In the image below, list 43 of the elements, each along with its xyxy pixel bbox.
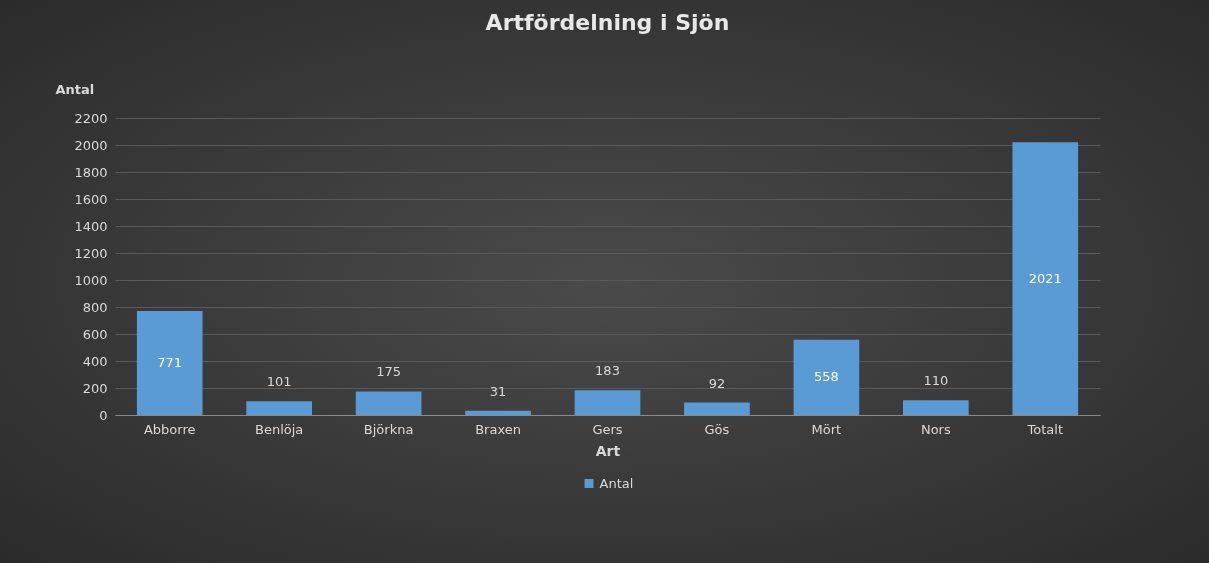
data-label: 92 [708, 375, 726, 391]
data-label: 558 [813, 369, 839, 385]
y-tick-label: 1200 [74, 245, 108, 261]
x-tick-label: Björkna [363, 421, 414, 437]
y-tick-label: 400 [82, 353, 108, 369]
bar [574, 390, 641, 415]
data-label: 771 [157, 354, 183, 370]
bar [684, 402, 750, 415]
legend-label: Antal [599, 475, 634, 491]
data-label: 2021 [1028, 270, 1062, 286]
data-label: 183 [595, 363, 620, 379]
chart-title: Artfördelning i Sjön [485, 10, 730, 35]
y-tick-label: 200 [82, 380, 108, 396]
data-label: 101 [266, 374, 292, 390]
y-tick-label: 0 [99, 407, 108, 423]
data-label: 175 [376, 364, 402, 380]
data-label: 31 [489, 383, 507, 399]
x-tick-label: Nors [920, 421, 951, 437]
x-tick-label: Braxen [475, 421, 521, 437]
x-tick-label: Abborre [143, 421, 196, 437]
y-tick-label: 800 [82, 299, 108, 315]
bar [465, 410, 531, 415]
y-tick-label: 1400 [74, 218, 108, 234]
y-tick-label: 600 [82, 326, 108, 342]
y-tick-label: 2200 [74, 110, 108, 126]
y-tick-label: 1000 [74, 272, 108, 288]
x-tick-label: Mört [811, 421, 842, 437]
x-tick-label: Totalt [1026, 421, 1064, 437]
bar [355, 391, 422, 415]
bar [903, 400, 969, 415]
x-axis-title: Art [595, 442, 621, 459]
data-label: 110 [923, 373, 949, 389]
x-tick-label: Gös [704, 421, 730, 437]
x-tick-label: Benlöja [255, 421, 304, 437]
y-tick-label: 1600 [74, 191, 108, 207]
bar [793, 339, 860, 415]
y-tick-label: 2000 [74, 137, 108, 153]
bar [1012, 142, 1079, 415]
x-tick-label: Gers [592, 421, 623, 437]
y-axis-title: Antal [55, 81, 95, 97]
bar [136, 310, 203, 415]
bar [246, 401, 312, 415]
y-tick-label: 1800 [74, 164, 108, 180]
